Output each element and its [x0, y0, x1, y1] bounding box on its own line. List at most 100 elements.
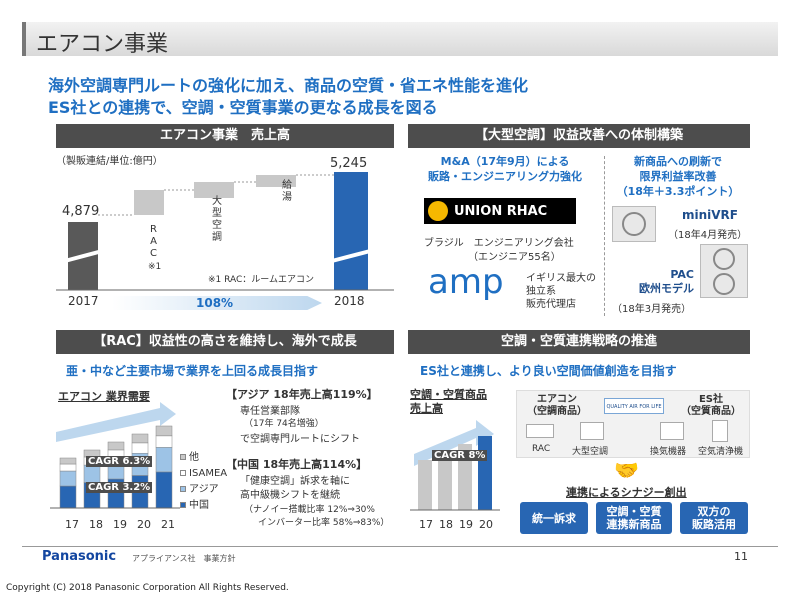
- x-tick: 20: [479, 518, 493, 531]
- label-rac-note: ※1: [148, 262, 162, 272]
- asia-line2: （17年 74名増強）: [244, 419, 324, 429]
- china-line1: 「健康空調」訴求を軸に: [240, 476, 350, 487]
- amp-desc: イギリス最大の 独立系 販売代理店: [526, 273, 596, 310]
- union-circle-icon: [428, 201, 448, 221]
- fan-icon: [713, 273, 735, 295]
- cagr-asia: CAGR 6.3%: [86, 456, 153, 467]
- trend-arrow: [56, 402, 176, 442]
- x-tick: 21: [161, 518, 175, 531]
- union-sub: （エンジニア55名）: [468, 252, 561, 263]
- x-tick: 17: [65, 518, 79, 531]
- union-desc: ブラジル エンジニアリング会社: [424, 238, 574, 249]
- legend-item: ISAMEA: [180, 466, 227, 482]
- demand-bar-segment: [131, 442, 149, 454]
- growth-label: 108%: [196, 296, 234, 310]
- x-tick: 18: [89, 518, 103, 531]
- value-2017: 4,879: [62, 204, 100, 219]
- demand-bar-segment: [59, 463, 77, 472]
- label-large-ac: 大 型 空 調: [212, 196, 222, 243]
- large-ac-product-icon: [580, 422, 604, 440]
- strategy-bar: [438, 452, 452, 510]
- demand-bar-segment: [155, 471, 173, 509]
- headline-line2: ES社との連携で、空調・空質事業の更なる成長を図る: [48, 98, 438, 117]
- minivrf-image: [612, 206, 656, 242]
- strategy-panel-header: 空調・空質連携戦略の推進: [408, 330, 750, 354]
- sales-footnote: ※1 RAC：ルームエアコン: [208, 275, 315, 285]
- step-large-ac: [194, 182, 234, 198]
- bar-2018: [334, 172, 368, 290]
- minivrf-label: miniVRF: [682, 208, 738, 222]
- item-air-purifier: 空気清浄機: [698, 447, 744, 457]
- new-product-title: 新商品への刷新で 限界利益率改善 （18年＋3.3ポイント）: [616, 155, 740, 198]
- china-line3: （ナノイー搭載比率 12%⇒30%: [244, 505, 375, 515]
- legend-item: 中国: [180, 498, 227, 514]
- asia-line3: で空調専門ルートにシフト: [240, 434, 360, 445]
- category-2017: 2017: [68, 294, 99, 308]
- demand-bar-segment: [59, 457, 77, 465]
- legend-item: 他: [180, 450, 227, 466]
- headline-line1: 海外空調専門ルートの強化に加え、商品の空質・省エネ性能を進化: [48, 76, 529, 95]
- amp-logo: amp: [428, 262, 504, 302]
- panasonic-logo: Panasonic: [42, 549, 117, 564]
- handshake-icon: 🤝: [614, 458, 639, 482]
- strategy-chart: [410, 420, 500, 511]
- strategy-sales-title: 空調・空質商品 売上高: [410, 388, 487, 415]
- item-large-ac: 大型空調: [572, 447, 609, 457]
- title-bar: [22, 22, 778, 56]
- x-tick: 17: [419, 518, 433, 531]
- footer-divider: [22, 546, 778, 547]
- fan-icon: [622, 212, 646, 236]
- label-kyuto: 給 湯: [282, 180, 292, 203]
- step-kyuto: [256, 175, 296, 187]
- value-2018: 5,245: [330, 156, 368, 171]
- item-ventilation: 換気機器: [650, 447, 687, 457]
- panel2-divider: [604, 156, 605, 316]
- china-title: 【中国 18年売上高114%】: [226, 458, 368, 471]
- page-number: 11: [734, 550, 748, 563]
- sales-unit: （製販連結/単位:億円）: [56, 156, 163, 167]
- fan-icon: [713, 248, 735, 270]
- strategy-bar: [418, 460, 432, 510]
- x-tick: 19: [459, 518, 473, 531]
- ventilation-product-icon: [660, 422, 684, 440]
- asia-title: 【アジア 18年売上高119%】: [226, 388, 378, 401]
- pac-image: [700, 244, 748, 298]
- rac-subtitle: 亜・中など主要市場で業界を上回る成長目指す: [66, 364, 319, 378]
- legend-item: アジア: [180, 482, 227, 498]
- demand-x-axis: 17 18 19 20 21: [60, 518, 180, 531]
- union-rhac-logo: UNION RHAC: [424, 198, 576, 224]
- category-2018: 2018: [334, 294, 365, 308]
- demand-bar-segment: [83, 464, 101, 483]
- asia-line1: 専任営業部隊: [240, 406, 300, 417]
- strategy-bar: [478, 436, 492, 510]
- rac-panel-header: 【RAC】収益性の高さを維持し、海外で成長: [56, 330, 394, 354]
- minivrf-date: （18年4月発売）: [668, 230, 748, 241]
- demand-bar-segment: [59, 470, 77, 487]
- unified-appeal-box: 統一訴求: [520, 502, 588, 534]
- demand-bar-segment: [155, 425, 173, 437]
- growth-arrow: [112, 296, 322, 310]
- x-tick: 18: [439, 518, 453, 531]
- x-tick: 19: [113, 518, 127, 531]
- ma-title: M&A（17年9月）による 販路・エンジニアリング力強化: [428, 155, 582, 183]
- channel-use-box: 双方の 販路活用: [680, 502, 748, 534]
- synergy-title: 連携によるシナジー創出: [566, 486, 687, 499]
- footer-subtitle: アプライアンス社 事業方針: [132, 554, 236, 563]
- copyright: Copyright (C) 2018 Panasonic Corporation…: [6, 583, 289, 593]
- step-rac: [134, 190, 164, 215]
- demand-bar-segment: [155, 435, 173, 448]
- large-ac-panel-header: 【大型空調】収益改善への体制構築: [408, 124, 750, 148]
- demand-bar-segment: [107, 441, 125, 451]
- sales-panel-header: エアコン事業 売上高: [56, 124, 394, 148]
- new-product-box: 空調・空質 連携新商品: [596, 502, 672, 534]
- es-box-label: ES社 （空質商品）: [681, 394, 741, 417]
- cagr-china: CAGR 3.2%: [86, 482, 153, 493]
- strategy-subtitle: ES社と連携し、より良い空間価値創造を目指す: [420, 364, 677, 378]
- pac-label: PAC 欧州モデル: [639, 268, 694, 295]
- demand-bar-segment: [131, 433, 149, 444]
- china-line2: 高中級機シフトを継続: [240, 490, 340, 501]
- demand-title: エアコン 業界需要: [58, 390, 150, 403]
- strategy-cagr: CAGR 8%: [432, 450, 488, 461]
- strategy-x-axis: 17 18 19 20: [416, 518, 496, 531]
